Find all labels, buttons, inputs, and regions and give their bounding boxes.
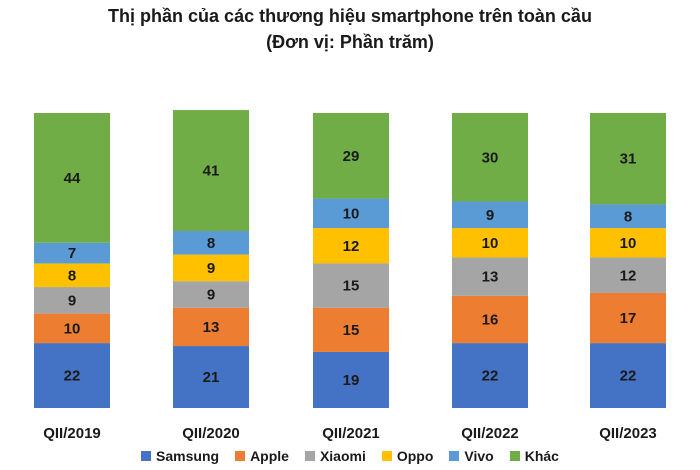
bar-segment-khác-0 [34, 113, 110, 243]
x-tick-label: QII/2023 [599, 425, 657, 442]
bar-segment-apple-2 [313, 307, 389, 352]
bar-segment-khác-2 [313, 113, 389, 199]
bar-segment-oppo-3 [452, 228, 528, 258]
data-label: 17 [620, 310, 637, 327]
bar-segment-vivo-1 [173, 231, 249, 255]
x-tick-label: QII/2020 [182, 425, 240, 442]
x-tick-label: QII/2019 [43, 425, 101, 442]
bar-segment-samsung-2 [313, 351, 389, 408]
data-label: 29 [343, 148, 360, 165]
legend-label: Oppo [396, 448, 434, 464]
bar-segment-samsung-4 [590, 343, 666, 408]
bar-segment-vivo-0 [34, 242, 110, 264]
data-label: 12 [343, 238, 360, 255]
legend: Samsung Apple Xiaomi Oppo Vivo Khác [0, 448, 700, 464]
data-label: 9 [207, 260, 215, 277]
bar-segment-samsung-0 [34, 343, 110, 408]
data-label: 12 [620, 267, 637, 284]
chart-title: Thị phần của các thương hiệu smartphone … [108, 6, 592, 26]
data-label: 22 [620, 368, 637, 385]
legend-swatch [304, 451, 315, 461]
x-tick-label: QII/2022 [461, 425, 519, 442]
legend-item: Apple [235, 448, 289, 464]
bar-segment-oppo-4 [590, 228, 666, 258]
data-label: 13 [482, 269, 499, 286]
bar-segment-samsung-1 [173, 346, 249, 408]
legend-item: Samsung [141, 448, 219, 464]
data-label: 19 [343, 372, 360, 389]
data-label: 44 [64, 170, 81, 187]
bar-segment-vivo-2 [313, 198, 389, 229]
legend-swatch [509, 451, 520, 461]
data-label: 8 [207, 235, 215, 252]
legend-item: Vivo [449, 448, 494, 464]
x-tick-label: QII/2021 [322, 425, 380, 442]
data-label: 9 [68, 292, 76, 309]
data-label: 16 [482, 312, 499, 329]
legend-label: Apple [250, 448, 289, 464]
data-label: 10 [482, 235, 499, 252]
chart-subtitle: (Đơn vị: Phần trăm) [266, 32, 434, 52]
data-label: 10 [620, 235, 637, 252]
bar-segment-apple-4 [590, 292, 666, 344]
bar-segment-oppo-0 [34, 263, 110, 288]
legend-item: Khác [509, 448, 559, 464]
bar-segment-vivo-4 [590, 204, 666, 229]
data-label: 21 [203, 369, 220, 386]
legend-label: Vivo [464, 448, 494, 464]
bar-segment-khác-4 [590, 113, 666, 205]
data-label: 22 [482, 368, 499, 385]
bar-segment-khác-1 [173, 110, 249, 231]
bar-segment-xiaomi-2 [313, 263, 389, 308]
data-label: 15 [343, 322, 360, 339]
bar-segment-khác-3 [452, 113, 528, 202]
bar-segment-apple-3 [452, 295, 528, 344]
bar-segment-vivo-3 [452, 201, 528, 229]
data-label: 9 [207, 286, 215, 303]
data-label: 8 [68, 267, 76, 284]
legend-item: Oppo [381, 448, 434, 464]
data-label: 10 [343, 205, 360, 222]
data-label: 9 [486, 207, 494, 224]
legend-item: Xiaomi [304, 448, 366, 464]
bar-segment-xiaomi-3 [452, 257, 528, 296]
legend-swatch [449, 451, 460, 461]
data-label: 31 [620, 151, 637, 168]
legend-swatch [381, 451, 392, 461]
data-label: 30 [482, 149, 499, 166]
data-label: 10 [64, 320, 81, 337]
bar-segment-apple-1 [173, 307, 249, 347]
legend-label: Khác [524, 448, 559, 464]
bar-segment-samsung-3 [452, 343, 528, 408]
legend-swatch [235, 451, 246, 461]
data-label: 22 [64, 368, 81, 385]
data-label: 13 [203, 319, 220, 336]
bar-segment-xiaomi-1 [173, 281, 249, 308]
legend-label: Samsung [156, 448, 220, 464]
data-label: 41 [203, 163, 220, 180]
legend-swatch [141, 451, 152, 461]
bar-segment-apple-0 [34, 313, 110, 344]
data-label: 15 [343, 278, 360, 295]
bar-segment-xiaomi-4 [590, 257, 666, 293]
legend-label: Xiaomi [319, 448, 366, 464]
bar-segment-oppo-1 [173, 254, 249, 282]
bar-segment-xiaomi-0 [34, 287, 110, 314]
bar-segment-oppo-2 [313, 228, 389, 264]
data-label: 8 [624, 208, 632, 225]
data-label: 7 [68, 245, 76, 262]
